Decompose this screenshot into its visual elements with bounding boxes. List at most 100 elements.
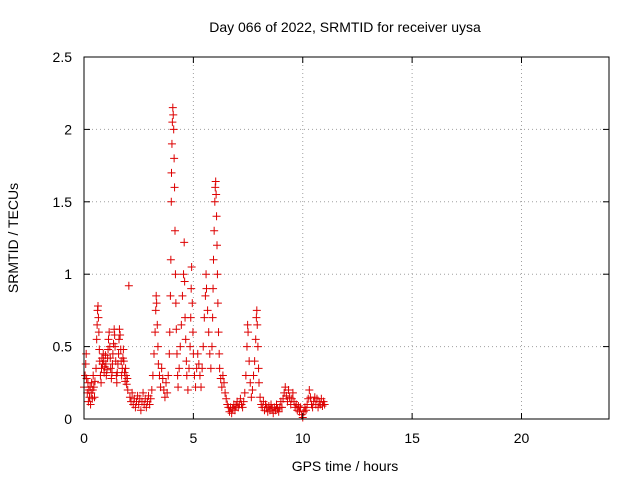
data-point <box>152 299 161 308</box>
data-point <box>193 349 202 358</box>
data-point <box>90 393 99 402</box>
data-point <box>95 345 104 354</box>
data-point <box>188 299 197 308</box>
data-point <box>177 320 186 329</box>
data-point <box>185 364 193 373</box>
data-point <box>210 226 219 235</box>
data-point <box>210 197 219 206</box>
data-point <box>152 291 161 300</box>
data-point <box>213 270 222 279</box>
data-point <box>198 364 207 373</box>
data-point <box>165 328 174 337</box>
data-point <box>81 359 90 368</box>
data-point <box>181 335 190 344</box>
y-axis-title: SRMTID / TECUs <box>5 183 21 293</box>
data-point <box>172 325 181 334</box>
data-point <box>158 374 167 383</box>
data-point <box>255 378 263 387</box>
data-point <box>169 125 178 134</box>
data-point <box>164 371 173 380</box>
y-tick-label: 1.5 <box>53 194 73 210</box>
data-point <box>106 354 115 363</box>
data-point <box>166 291 175 300</box>
data-point <box>241 371 250 380</box>
data-point <box>180 277 189 286</box>
data-point <box>199 342 208 351</box>
data-point <box>201 291 210 300</box>
data-point <box>163 388 172 397</box>
data-point <box>251 335 260 344</box>
x-tick-label: 5 <box>189 430 197 446</box>
y-tick-label: 0.5 <box>53 339 73 355</box>
data-point <box>94 313 103 322</box>
data-point <box>173 371 182 380</box>
data-point <box>89 371 98 380</box>
data-points <box>80 103 329 422</box>
x-tick-label: 10 <box>295 430 311 446</box>
data-point <box>150 349 158 358</box>
data-point <box>124 281 133 290</box>
data-point <box>206 364 215 373</box>
data-point <box>170 154 179 163</box>
data-point <box>171 299 180 308</box>
data-point <box>89 383 98 392</box>
data-point <box>128 388 137 397</box>
data-point <box>239 397 248 406</box>
data-point <box>167 197 176 206</box>
data-point <box>176 342 185 351</box>
data-point <box>172 349 181 358</box>
data-point <box>238 403 247 412</box>
data-point <box>99 349 108 358</box>
axis-ticks <box>83 56 609 420</box>
data-point <box>182 371 191 380</box>
data-point <box>215 349 224 358</box>
data-point <box>86 400 95 409</box>
data-point <box>97 378 106 387</box>
data-point <box>274 407 283 416</box>
data-point <box>197 383 206 392</box>
data-point <box>123 386 132 395</box>
data-point <box>168 118 177 127</box>
data-point <box>119 357 128 366</box>
data-point <box>92 335 101 344</box>
data-point <box>113 368 122 377</box>
data-point <box>195 371 204 380</box>
data-point <box>320 400 329 409</box>
data-point <box>187 262 196 271</box>
data-point <box>90 377 99 386</box>
data-point <box>115 325 124 334</box>
data-point <box>114 349 123 358</box>
data-point <box>214 328 223 337</box>
data-point <box>194 359 203 368</box>
data-point <box>178 291 187 300</box>
data-point <box>204 328 213 337</box>
data-point <box>243 320 252 329</box>
data-point <box>171 270 180 279</box>
data-point <box>151 306 160 315</box>
data-point <box>212 212 221 221</box>
data-point <box>284 386 293 395</box>
x-tick-label: 20 <box>514 430 530 446</box>
x-tick-label: 0 <box>80 430 88 446</box>
data-point <box>310 393 319 402</box>
data-point <box>167 168 176 177</box>
data-point <box>288 388 297 397</box>
data-point <box>211 177 220 186</box>
data-point <box>188 328 197 337</box>
data-point <box>123 374 132 383</box>
data-point <box>151 328 160 337</box>
data-point <box>203 306 212 315</box>
data-point <box>209 284 218 293</box>
data-point <box>186 342 195 351</box>
data-point <box>147 386 156 395</box>
x-axis-title: GPS time / hours <box>292 458 399 474</box>
data-point <box>112 378 121 387</box>
data-point <box>277 403 286 412</box>
data-point <box>153 320 162 329</box>
data-point <box>213 299 222 308</box>
data-point <box>182 357 191 366</box>
data-point <box>212 190 221 199</box>
data-point <box>154 359 163 368</box>
data-point <box>174 383 183 392</box>
